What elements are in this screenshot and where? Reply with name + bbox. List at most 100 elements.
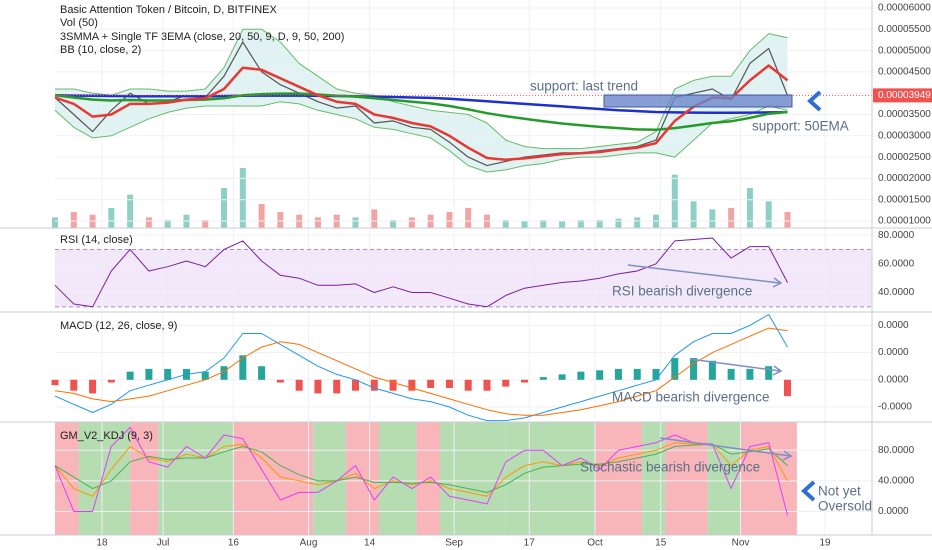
bollinger-upper (55, 28, 788, 150)
histogram-bar (201, 371, 209, 380)
y-tick-label: 0.00004500 (878, 67, 931, 78)
y-tick-label: 40.0000 (878, 287, 915, 298)
chevron (801, 480, 816, 502)
bollinger-lower (54, 101, 788, 173)
annotation: Not yet (818, 484, 861, 499)
signal-region (440, 422, 506, 535)
y-tick-label: 80.0000 (878, 445, 915, 456)
volume-bar (277, 212, 284, 228)
y-tick-label: 0.00002000 (878, 173, 931, 184)
x-tick-label: Aug (300, 538, 318, 549)
x-tick-label: 18 (96, 538, 108, 549)
series-line (54, 327, 788, 416)
x-tick-label: 17 (524, 538, 536, 549)
volume-bar (559, 221, 566, 228)
arrow-head (772, 365, 783, 376)
volume-bar (164, 220, 171, 228)
histogram-bar (389, 379, 397, 391)
volume-bar (258, 204, 265, 228)
series-line (54, 64, 789, 161)
y-tick-label: 80.0000 (878, 230, 915, 241)
histogram-bar (445, 379, 453, 388)
divergence-arrow (627, 264, 781, 284)
last-price-box (873, 88, 932, 103)
volume-bar (314, 217, 321, 228)
annotation: support: last trend (530, 79, 638, 94)
volume-bar (502, 220, 509, 228)
x-tick-label: 16 (228, 538, 240, 549)
signal-region (505, 422, 595, 535)
volume-bar (765, 201, 772, 228)
y-tick-label: 60.0000 (878, 258, 915, 269)
histogram-bar (107, 379, 115, 383)
volume-bar (615, 218, 622, 228)
y-tick-label: 0.00001500 (878, 194, 931, 205)
x-tick-label: 14 (364, 538, 376, 549)
series-line (54, 94, 788, 115)
volume-bar (521, 221, 528, 228)
volume-bar (108, 208, 115, 228)
y-tick-label: 0.00002500 (878, 152, 931, 163)
histogram-bar (671, 358, 679, 380)
histogram-bar (727, 368, 735, 380)
last-price-label: 0.00003949 (878, 90, 931, 101)
volume-bar (540, 220, 547, 228)
overlays: Basic Attention Token / Bitcoin, D, BITF… (60, 4, 872, 514)
histogram-bar (464, 379, 472, 391)
histogram-bar (558, 374, 566, 380)
y-tick-label: 0.00003000 (878, 130, 931, 141)
x-tick-label: Oct (587, 538, 603, 549)
volume-bar (70, 212, 77, 228)
y-tick-label: -0.0000 (878, 402, 912, 413)
y-tick-label: 0.00001000 (878, 216, 931, 227)
histogram-bar (521, 379, 529, 383)
annotation: support: 50EMA (752, 119, 849, 134)
volume-bar (371, 209, 378, 228)
volume-bar (145, 217, 152, 228)
chevron (807, 90, 822, 112)
y-tick-label: 0.00005000 (878, 45, 931, 56)
histogram-bar (633, 368, 641, 380)
pane-title: RSI (14, close) (60, 234, 133, 246)
histogram-bar (89, 379, 97, 394)
signal-region (665, 422, 708, 535)
series-line (54, 41, 789, 167)
volume-bar (408, 217, 415, 228)
histogram-bar (708, 360, 716, 380)
volume-bar (52, 217, 58, 228)
divergence-arrow (659, 437, 791, 457)
annotation: Stochastic bearish divergence (580, 460, 760, 475)
volume-bar (390, 220, 397, 228)
histogram-bar (652, 368, 660, 380)
x-tick-label: Sep (445, 538, 463, 549)
volume-bar (784, 212, 791, 228)
y-tick-label: 40.0000 (878, 476, 915, 487)
histogram-bar (690, 358, 698, 380)
histogram-bar (539, 377, 547, 380)
y-tick-label: 0.00005500 (878, 24, 931, 35)
bollinger-fill (55, 29, 788, 173)
histogram-bar (577, 371, 585, 380)
y-tick-label: 0.00003500 (878, 109, 931, 120)
indicator-label: Vol (50) (60, 17, 98, 29)
indicator-label: BB (10, close, 2) (60, 44, 141, 56)
y-tick-label: 0.0000 (878, 506, 909, 517)
histogram-bar (746, 368, 754, 380)
support-box (603, 94, 793, 108)
histogram-bar (164, 368, 172, 380)
series-line (54, 237, 788, 308)
y-tick-label: 0.00006000 (878, 3, 931, 14)
histogram-bar (276, 379, 284, 383)
histogram-bar (70, 379, 78, 391)
volume-bar (352, 217, 359, 228)
x-tick-label: Nov (732, 538, 750, 549)
histogram-bar (370, 379, 378, 391)
x-tick-label: 15 (655, 538, 667, 549)
volume-bar (671, 174, 678, 228)
divergence-arrow (689, 358, 781, 372)
volume-bar (690, 201, 697, 228)
volume-bar (202, 220, 209, 228)
histogram-bar (126, 371, 134, 380)
signal-region (707, 422, 741, 535)
